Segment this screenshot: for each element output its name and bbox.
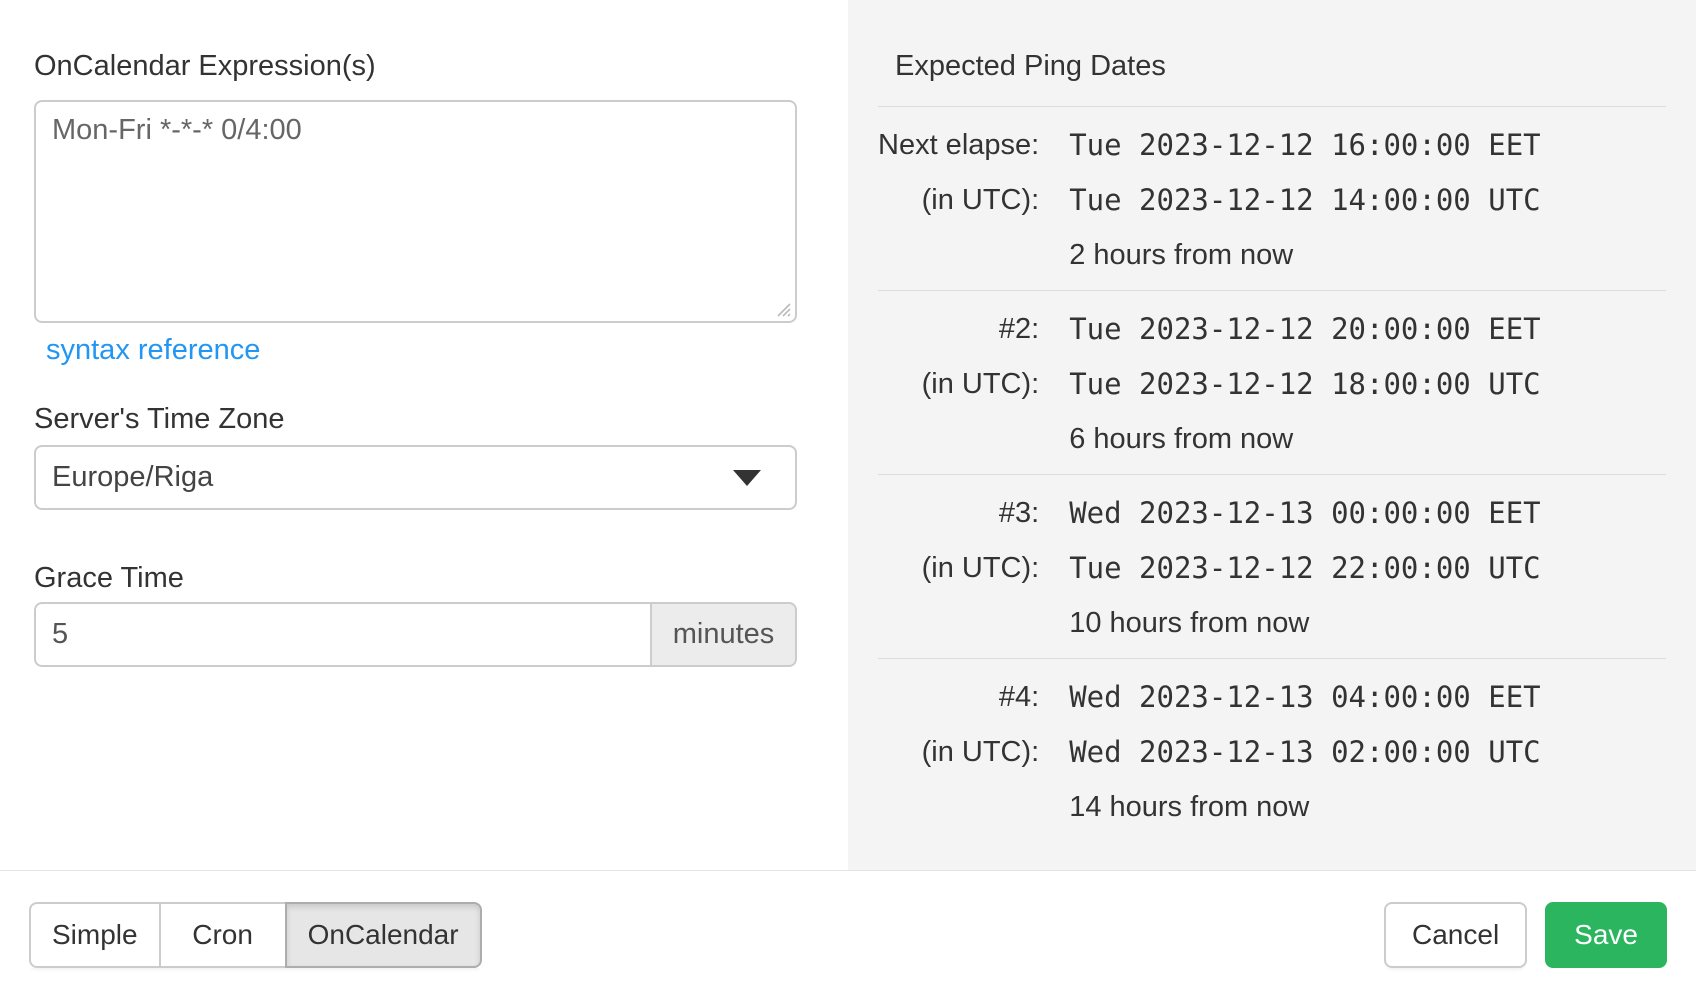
ping-date-group: #3: Wed 2023-12-13 00:00:00 EET (in UTC)… [878,474,1666,659]
utc-datetime: Tue 2023-12-12 18:00:00 UTC [1069,367,1541,401]
expression-input[interactable]: Mon-Fri *-*-* 0/4:00 [34,100,797,323]
expression-label: OnCalendar Expression(s) [34,50,376,82]
table-row: (in UTC): Tue 2023-12-12 18:00:00 UTC [878,357,1666,412]
grace-time-input[interactable] [34,602,650,667]
tab-simple[interactable]: Simple [29,901,161,968]
utc-label: (in UTC): [921,184,1040,216]
timezone-selected-value: Europe/Riga [52,461,214,493]
empty-cell [878,412,1039,475]
utc-datetime: Wed 2023-12-13 02:00:00 UTC [1069,735,1541,769]
timezone-select[interactable]: Europe/Riga [34,445,797,510]
utc-datetime: Tue 2023-12-12 22:00:00 UTC [1069,551,1541,585]
table-row: #3: Wed 2023-12-13 00:00:00 EET [878,475,1666,542]
row-label: Next elapse: [878,129,1040,161]
empty-cell [878,596,1039,659]
table-row: Next elapse: Tue 2023-12-12 16:00:00 EET [878,107,1666,173]
chevron-down-icon [733,469,761,486]
tab-oncalendar[interactable]: OnCalendar [284,901,482,968]
relative-time: 6 hours from now [1069,423,1294,455]
empty-cell [878,228,1039,291]
expression-area-wrap: Mon-Fri *-*-* 0/4:00 [34,100,797,323]
utc-label: (in UTC): [921,736,1040,768]
dialog-footer: Simple Cron OnCalendar Cancel Save [0,870,1696,998]
tab-cron[interactable]: Cron [158,901,287,968]
grace-time-label: Grace Time [34,562,184,594]
syntax-reference-link[interactable]: syntax reference [46,334,261,366]
ping-date-group: #4: Wed 2023-12-13 04:00:00 EET (in UTC)… [878,658,1666,843]
table-row: 6 hours from now [878,412,1666,475]
dialog-body: OnCalendar Expression(s) Mon-Fri *-*-* 0… [0,0,1696,870]
relative-time: 14 hours from now [1069,791,1310,823]
local-datetime: Tue 2023-12-12 16:00:00 EET [1069,128,1541,162]
table-row: 14 hours from now [878,780,1666,842]
relative-time: 10 hours from now [1069,607,1310,639]
utc-datetime: Tue 2023-12-12 14:00:00 UTC [1069,183,1541,217]
local-datetime: Wed 2023-12-13 04:00:00 EET [1069,680,1541,714]
footer-actions: Cancel Save [1384,901,1667,968]
table-row: 2 hours from now [878,228,1666,291]
table-row: #2: Tue 2023-12-12 20:00:00 EET [878,291,1666,358]
expected-ping-dates-panel: Expected Ping Dates Next elapse: Tue 202… [848,0,1696,870]
schedule-mode-group: Simple Cron OnCalendar [29,901,482,968]
table-row: #4: Wed 2023-12-13 04:00:00 EET [878,659,1666,726]
cancel-button[interactable]: Cancel [1384,901,1528,968]
row-label: #3: [998,497,1040,529]
grace-time-group: minutes [34,602,797,667]
relative-time: 2 hours from now [1069,239,1294,271]
save-button[interactable]: Save [1545,901,1667,968]
table-row: (in UTC): Tue 2023-12-12 22:00:00 UTC [878,541,1666,596]
table-row: (in UTC): Wed 2023-12-13 02:00:00 UTC [878,725,1666,780]
table-row: (in UTC): Tue 2023-12-12 14:00:00 UTC [878,173,1666,228]
grace-time-unit: minutes [650,602,797,667]
utc-label: (in UTC): [921,552,1040,584]
local-datetime: Tue 2023-12-12 20:00:00 EET [1069,312,1541,346]
local-datetime: Wed 2023-12-13 00:00:00 EET [1069,496,1541,530]
ping-date-group: #2: Tue 2023-12-12 20:00:00 EET (in UTC)… [878,290,1666,475]
ping-dates-table: Next elapse: Tue 2023-12-12 16:00:00 EET… [878,107,1666,842]
table-row: 10 hours from now [878,596,1666,659]
schedule-form-panel: OnCalendar Expression(s) Mon-Fri *-*-* 0… [0,0,848,870]
empty-cell [878,780,1039,842]
ping-date-group: Next elapse: Tue 2023-12-12 16:00:00 EET… [878,107,1666,291]
row-label: #4: [998,681,1040,713]
utc-label: (in UTC): [921,368,1040,400]
timezone-label: Server's Time Zone [34,403,285,435]
expected-ping-dates-title: Expected Ping Dates [878,48,1666,107]
row-label: #2: [998,313,1040,345]
